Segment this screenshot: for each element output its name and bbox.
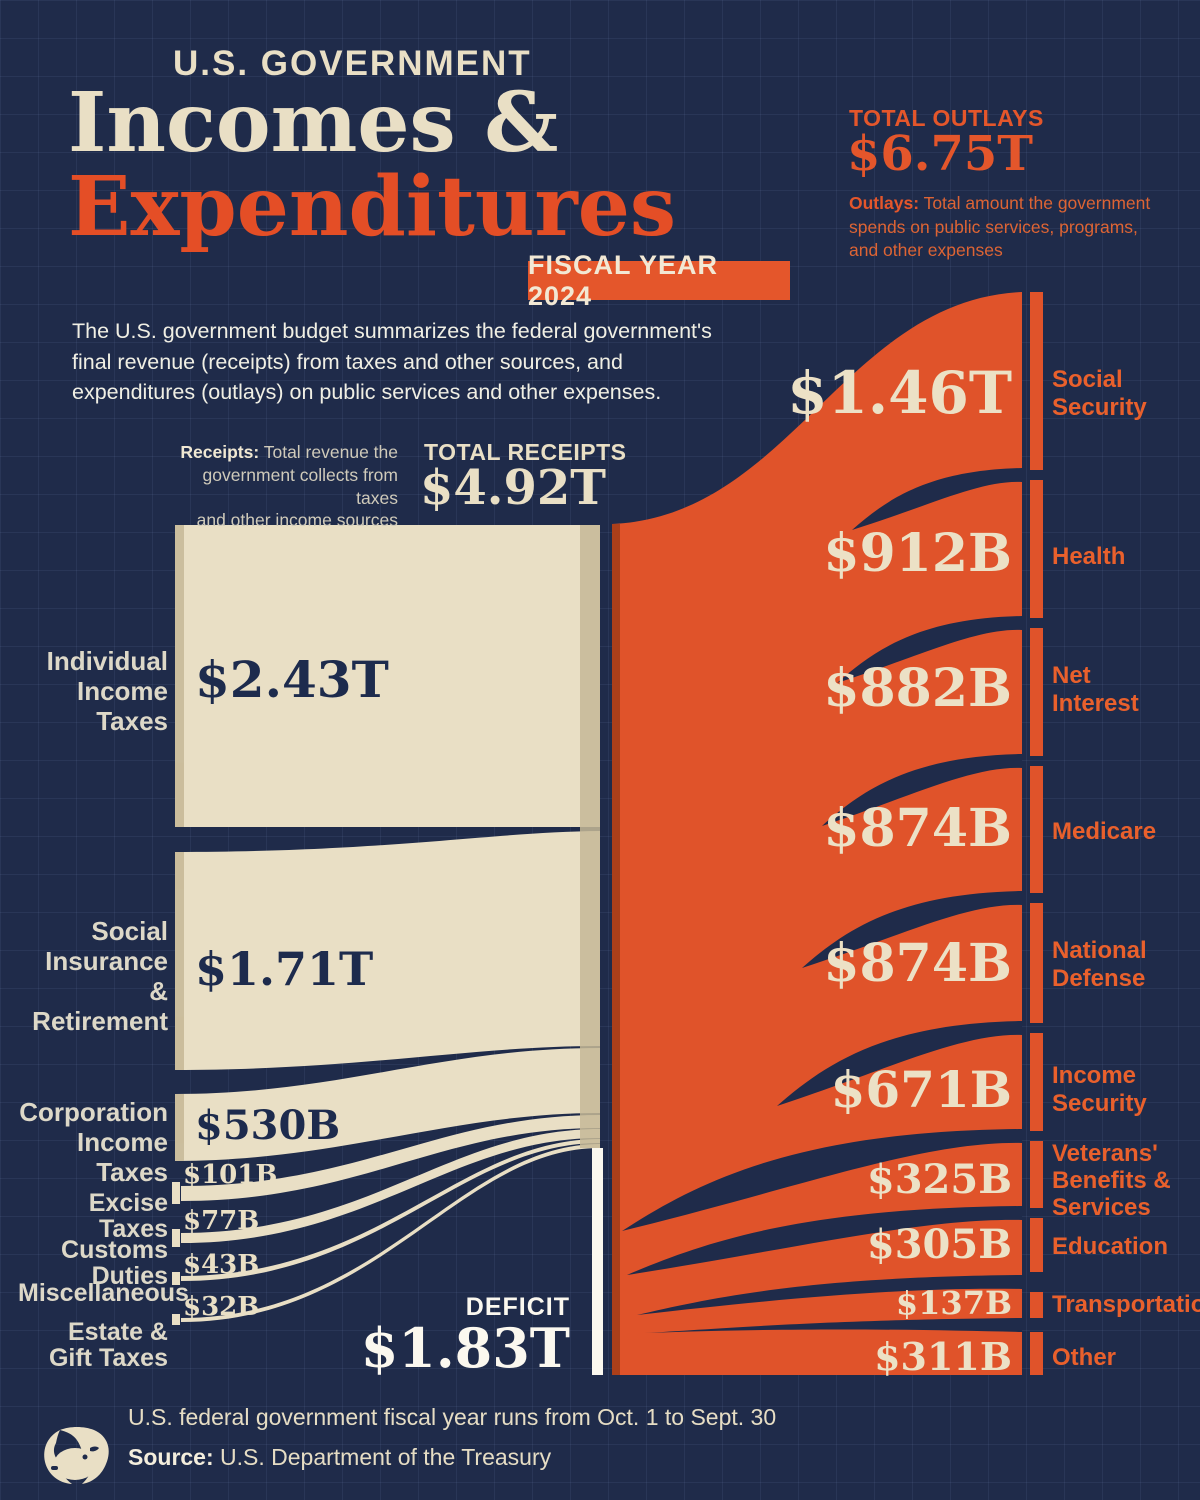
outlay-label-education: Education <box>1052 1233 1169 1260</box>
outlay-label-medicare: Medicare <box>1052 818 1157 845</box>
receipt-value-customs-duties: $77B <box>183 1206 260 1236</box>
receipt-label-individual-income-taxes: Individual Income Taxes <box>46 646 168 736</box>
outlays-flow-shape <box>612 292 1022 1375</box>
outlay-value-income-security: $671B <box>830 1060 1012 1119</box>
fiscal-year-footnote: U.S. federal government fiscal year runs… <box>128 1404 777 1430</box>
outlay-value-transportation: $137B <box>895 1284 1012 1322</box>
receipts-edge-shading <box>175 525 600 1161</box>
outlay-value-other: $311B <box>874 1334 1012 1379</box>
receipt-value-corporation-taxes: $530B <box>195 1102 341 1149</box>
receipt-value-individual-income-taxes: $2.43T <box>195 650 389 709</box>
outlays-definition-lead: Outlays: <box>849 193 920 213</box>
receipt-label-corporation-taxes: Corporation Income Taxes <box>19 1097 168 1187</box>
outlays-body <box>612 292 1022 1375</box>
outlay-value-education: $305B <box>866 1221 1012 1268</box>
outlay-value-health: $912B <box>823 523 1012 584</box>
receipt-label-excise-taxes: Excise Taxes <box>88 1189 168 1243</box>
flow-social-insurance <box>175 831 600 1070</box>
outlays-definition-text: Total amount the government spends on pu… <box>849 193 1151 261</box>
outlay-label-transportation: Transportation <box>1052 1291 1200 1318</box>
total-outlays-heading: TOTAL OUTLAYS <box>849 105 1044 131</box>
receipt-label-customs-duties: Customs Duties <box>61 1236 168 1290</box>
receipt-value-excise-taxes: $101B <box>183 1160 278 1190</box>
outlays-definition: Outlays: Total amount the government spe… <box>849 192 1179 263</box>
page-title-line2: Expenditures <box>68 159 677 255</box>
total-receipts-value: $4.92T <box>420 460 607 516</box>
receipt-value-social-insurance: $1.71T <box>195 942 374 996</box>
outlay-value-veterans: $325B <box>866 1156 1012 1203</box>
source-line: Source: U.S. Department of the Treasury <box>128 1444 551 1471</box>
outlay-label-health: Health <box>1052 543 1126 570</box>
total-outlays-value: $6.75T <box>847 126 1034 182</box>
flow-corporation-taxes <box>175 1048 600 1161</box>
outlays-left-edge-shadow <box>612 524 620 1375</box>
receipt-label-miscellaneous: Miscellaneous <box>18 1279 189 1307</box>
outlay-label-income-security: Income Security <box>1052 1062 1147 1117</box>
receipts-flow-shape <box>172 525 600 1325</box>
outlay-label-net-interest: Net Interest <box>1052 662 1139 717</box>
receipt-value-miscellaneous: $43B <box>183 1250 260 1280</box>
total-receipts-heading: TOTAL RECEIPTS <box>424 439 627 465</box>
tick-customs <box>172 1229 180 1247</box>
outlay-value-medicare: $874B <box>823 798 1012 859</box>
intro-description: The U.S. government budget summarizes th… <box>72 319 712 405</box>
outlay-label-veterans: Veterans' Benefits & Services <box>1052 1140 1171 1221</box>
page-title-line1: Incomes & <box>68 75 559 171</box>
source-lead: Source: <box>128 1444 214 1470</box>
receipts-definition-lead: Receipts: <box>180 442 260 462</box>
receipt-label-social-insurance: Social Insurance & Retirement <box>32 916 168 1036</box>
outlays-stem <box>1030 292 1043 1375</box>
receipts-definition: Receipts: Total revenue the government c… <box>158 441 398 532</box>
voronoi-logo-icon <box>44 1427 109 1484</box>
fiscal-year-badge: FISCAL YEAR 2024 <box>528 250 790 311</box>
kicker: U.S. GOVERNMENT <box>173 44 532 83</box>
flow-excise-taxes <box>181 1115 600 1201</box>
outlay-label-social-security: Social Security <box>1052 366 1147 421</box>
outlay-value-national-defense: $874B <box>823 933 1012 994</box>
flow-individual-income-taxes <box>175 525 600 827</box>
deficit-label: DEFICIT <box>465 1293 570 1321</box>
receipt-label-estate-gift-taxes: Estate & Gift Taxes <box>48 1318 168 1372</box>
tick-excise <box>172 1182 180 1204</box>
receipts-definition-text: Total revenue the government collects fr… <box>196 442 398 531</box>
tick-estate <box>172 1314 180 1325</box>
deficit-bar <box>592 1148 603 1375</box>
tick-miscellaneous <box>172 1272 180 1285</box>
flow-customs-duties <box>181 1129 600 1243</box>
deficit-value: $1.83T <box>360 1316 570 1380</box>
flow-separators <box>622 468 1022 1333</box>
outlay-value-social-security: $1.46T <box>787 359 1012 427</box>
outlay-label-national-defense: National Defense <box>1052 937 1147 992</box>
receipt-value-estate-gift-taxes: $32B <box>183 1292 260 1322</box>
outlay-label-other: Other <box>1052 1344 1117 1371</box>
outlay-value-net-interest: $882B <box>823 658 1012 719</box>
source-text: U.S. Department of the Treasury <box>213 1444 552 1470</box>
